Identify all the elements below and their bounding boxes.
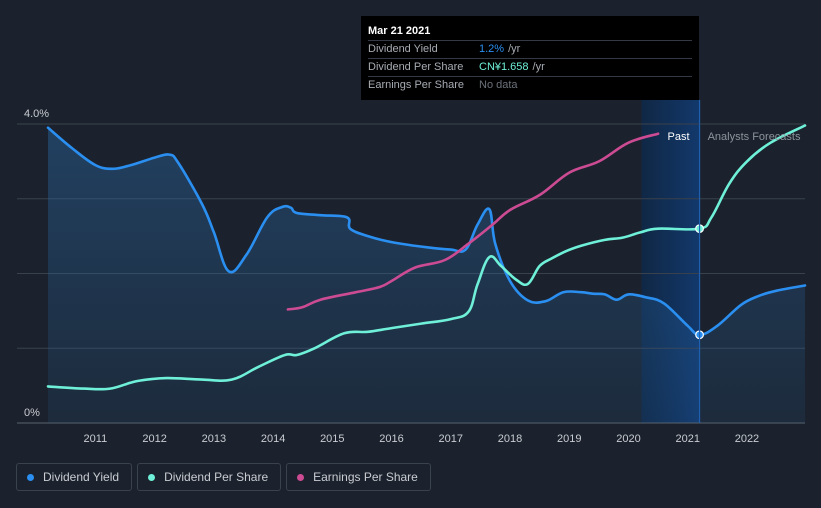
legend-item-dividend-yield[interactable]: Dividend Yield — [16, 463, 133, 491]
legend-item-dividend-per-share[interactable]: Dividend Per Share — [137, 463, 282, 491]
tooltip-unit: /yr — [508, 43, 521, 55]
tooltip-label: Dividend Yield — [368, 43, 438, 55]
dividend_per_share-line — [46, 124, 807, 391]
earnings_per_share-line — [286, 132, 660, 311]
legend-item-earnings-per-share[interactable]: Earnings Per Share — [286, 463, 431, 491]
x-tick-label: 2011 — [84, 433, 108, 445]
x-tick-label: 2017 — [439, 433, 463, 445]
dividend_yield-area — [48, 127, 805, 423]
tooltip-value: CN¥1.658 — [479, 61, 529, 73]
x-tick-label: 2016 — [379, 433, 403, 445]
x-tick-label: 2019 — [557, 433, 581, 445]
y-axis-label-top: 4.0% — [24, 108, 49, 120]
dividend_yield-line — [46, 126, 807, 337]
legend-dot-icon — [297, 473, 305, 481]
tooltip-value: No data — [479, 79, 518, 91]
tooltip-label: Earnings Per Share — [368, 79, 464, 91]
forecast-label: Analysts Forecasts — [708, 131, 801, 143]
x-tick-label: 2018 — [498, 433, 522, 445]
past-label: Past — [668, 131, 690, 143]
legend-dot-icon — [148, 473, 156, 481]
x-tick-label: 2020 — [616, 433, 640, 445]
tooltip: Mar 21 2021 Dividend Yield 1.2% /yr Divi… — [361, 16, 699, 100]
tooltip-row-dividend-per-share: Dividend Per Share CN¥1.658 /yr — [368, 58, 692, 76]
tooltip-row-dividend-yield: Dividend Yield 1.2% /yr — [368, 40, 692, 58]
legend: Dividend Yield Dividend Per Share Earnin… — [16, 463, 436, 491]
x-tick-label: 2021 — [675, 433, 699, 445]
tooltip-label: Dividend Per Share — [368, 61, 464, 73]
legend-dot-icon — [27, 473, 34, 481]
x-tick-label: 2012 — [142, 433, 166, 445]
legend-label: Dividend Per Share — [164, 470, 269, 484]
x-tick-label: 2015 — [320, 433, 344, 445]
x-tick-label: 2022 — [735, 433, 759, 445]
x-tick-label: 2014 — [261, 433, 285, 445]
y-axis-label-bottom: 0% — [24, 407, 40, 419]
legend-label: Dividend Yield — [43, 470, 120, 484]
legend-label: Earnings Per Share — [313, 470, 418, 484]
tooltip-value: 1.2% — [479, 43, 505, 55]
tooltip-row-earnings-per-share: Earnings Per Share No data — [368, 76, 692, 94]
tooltip-unit: /yr — [532, 61, 545, 73]
x-tick-label: 2013 — [202, 433, 226, 445]
tooltip-date: Mar 21 2021 — [368, 25, 431, 37]
